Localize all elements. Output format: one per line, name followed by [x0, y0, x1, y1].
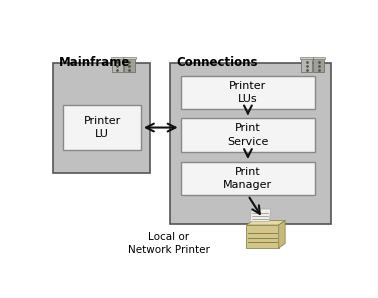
- Text: Printer
LU: Printer LU: [84, 116, 121, 139]
- Bar: [313, 57, 325, 59]
- Text: Printer
LUs: Printer LUs: [229, 81, 266, 104]
- Text: Connections: Connections: [176, 56, 258, 69]
- Bar: [313, 58, 324, 72]
- Polygon shape: [246, 221, 285, 225]
- Bar: [64, 105, 141, 150]
- Polygon shape: [246, 225, 279, 248]
- Bar: [301, 57, 313, 59]
- Text: Local or
Network Printer: Local or Network Printer: [128, 232, 210, 255]
- Text: Mainframe: Mainframe: [59, 56, 130, 69]
- Bar: [301, 58, 312, 72]
- Polygon shape: [279, 221, 285, 248]
- Polygon shape: [250, 209, 271, 222]
- Bar: [53, 63, 150, 173]
- Text: Print
Service: Print Service: [227, 123, 269, 147]
- Bar: [112, 58, 123, 72]
- Bar: [181, 76, 315, 109]
- Bar: [111, 57, 123, 59]
- Bar: [124, 58, 135, 72]
- Text: Print
Manager: Print Manager: [223, 167, 273, 190]
- Bar: [123, 57, 136, 59]
- Bar: [181, 162, 315, 195]
- Bar: [181, 118, 315, 152]
- Bar: [170, 63, 332, 224]
